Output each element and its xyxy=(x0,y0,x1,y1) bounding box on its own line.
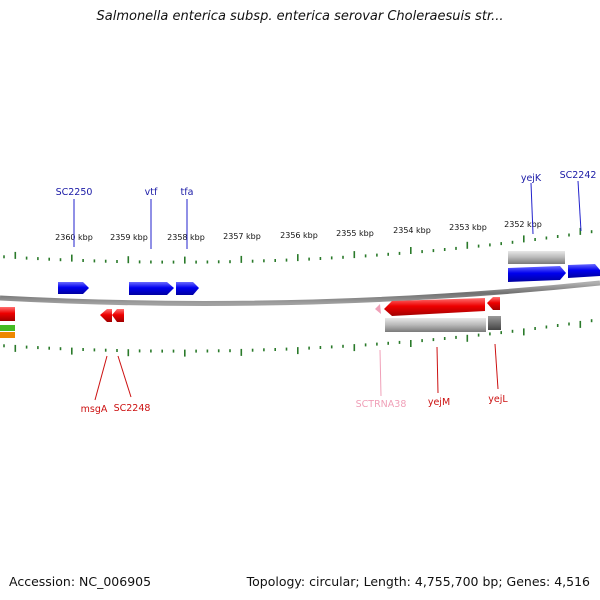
map-title: Salmonella enterica subsp. enterica sero… xyxy=(96,9,504,24)
kbp-label: 2353 kbp xyxy=(449,223,487,232)
scale-ticks-bottom xyxy=(3,319,593,357)
gene-arrow-yejl[interactable] xyxy=(487,297,500,310)
forward-gene-labels: SC2250 vtf tfa yejK SC2242 xyxy=(56,170,597,249)
leader-line xyxy=(117,355,132,398)
gene-label-sctrna38[interactable]: SCTRNA38 xyxy=(356,399,407,410)
gene-bar-orange xyxy=(0,332,15,338)
gene-arrow-sc2248[interactable] xyxy=(112,309,124,322)
kbp-label: 2357 kbp xyxy=(223,232,261,241)
leader-line xyxy=(530,182,534,235)
gene-label-yejk[interactable]: yejK xyxy=(521,173,542,184)
pseudo-gene-yejk[interactable] xyxy=(508,251,565,264)
gene-label-sc2248[interactable]: SC2248 xyxy=(114,403,151,414)
scale-labels: 2360 kbp 2359 kbp 2358 kbp 2357 kbp 2356… xyxy=(55,220,542,242)
gene-arrow-edge[interactable] xyxy=(0,307,15,321)
gene-arrow-yejm[interactable] xyxy=(384,298,485,316)
reverse-gene-labels: msgA SC2248 SCTRNA38 yejM yejL xyxy=(81,343,508,415)
pseudo-gene-yejl[interactable] xyxy=(488,316,501,330)
leader-line xyxy=(436,346,439,394)
leader-line xyxy=(94,355,108,401)
gene-arrow-vtf[interactable] xyxy=(129,282,174,295)
gene-arrow-yejk[interactable] xyxy=(508,266,566,282)
gene-label-vtf[interactable]: vtf xyxy=(145,187,158,198)
pseudo-gene-yejm[interactable] xyxy=(385,318,486,332)
gene-arrow-sctrna38[interactable] xyxy=(375,304,381,314)
gene-label-sc2242[interactable]: SC2242 xyxy=(560,170,597,181)
kbp-label: 2355 kbp xyxy=(336,229,374,238)
leader-line xyxy=(379,349,382,397)
leader-line xyxy=(494,343,499,390)
kbp-label: 2354 kbp xyxy=(393,226,431,235)
forward-strand-genes xyxy=(58,251,600,295)
genome-backbone xyxy=(0,280,600,306)
gene-arrow-tfa[interactable] xyxy=(176,282,199,295)
gene-label-sc2250[interactable]: SC2250 xyxy=(56,187,93,198)
accession-label: Accession: NC_006905 xyxy=(9,574,152,589)
kbp-label: 2352 kbp xyxy=(504,220,542,229)
gene-label-tfa[interactable]: tfa xyxy=(181,187,194,198)
gene-arrow-msga[interactable] xyxy=(100,309,112,322)
scale-ticks-top xyxy=(3,227,593,264)
gene-label-yejm[interactable]: yejM xyxy=(428,397,450,408)
gene-label-msga[interactable]: msgA xyxy=(81,404,108,415)
leader-line xyxy=(577,180,582,232)
reverse-strand-genes xyxy=(0,297,501,338)
kbp-label: 2356 kbp xyxy=(280,231,318,240)
gene-arrow-sc2250[interactable] xyxy=(58,282,89,294)
gene-arrow-sc2242[interactable] xyxy=(568,264,600,278)
gene-bar-green xyxy=(0,325,15,331)
kbp-label: 2359 kbp xyxy=(110,233,148,242)
kbp-label: 2358 kbp xyxy=(167,233,205,242)
gene-label-yejl[interactable]: yejL xyxy=(488,394,508,405)
genome-summary: Topology: circular; Length: 4,755,700 bp… xyxy=(246,574,590,589)
